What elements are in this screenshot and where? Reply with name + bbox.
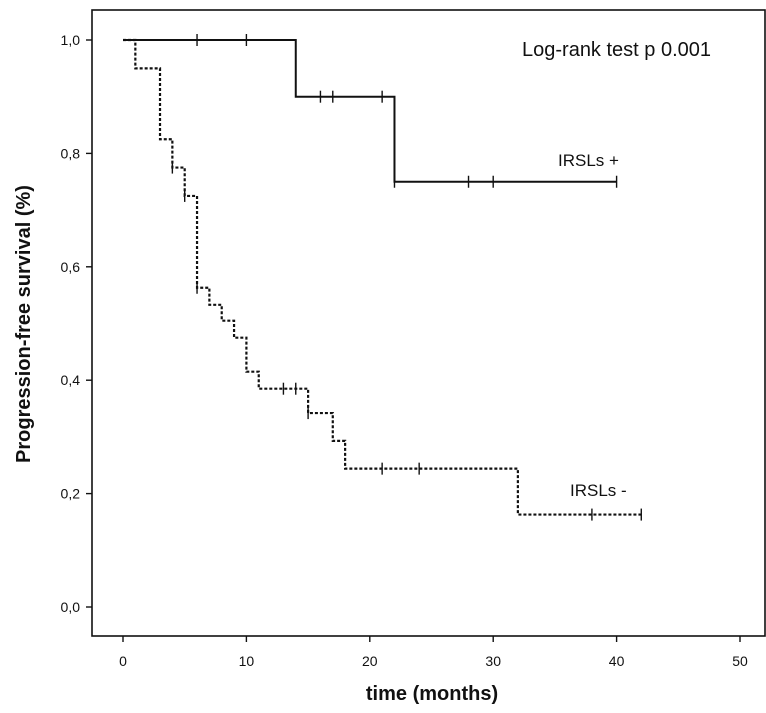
x-axis-title: time (months)	[366, 683, 498, 705]
series-label-irsls-minus: IRSLs -	[570, 481, 627, 500]
y-tick-label-4: 0,8	[61, 145, 81, 161]
series-line-irsls-minus	[123, 38, 642, 516]
plot-frame	[91, 9, 766, 637]
x-tick-label-20: 20	[362, 653, 378, 669]
y-axis-title: Progression-free survival (%)	[13, 185, 35, 463]
x-tick-label-10: 10	[239, 653, 255, 669]
y-tick-label-0: 0,0	[61, 599, 81, 615]
y-tick-label-3: 0,6	[61, 259, 81, 275]
y-tick-label-1: 0,2	[61, 486, 81, 502]
y-tick-label-5: 1,0	[61, 32, 81, 48]
series-line-irsls-plus	[123, 39, 617, 183]
x-tick-label-50: 50	[732, 653, 748, 669]
y-tick-label-2: 0,4	[61, 372, 81, 388]
series-label-irsls-plus: IRSLs +	[558, 151, 619, 170]
x-tick-label-40: 40	[609, 653, 625, 669]
plot-area: 0 10 20 30 40 50 0,0 0,2 0,4 0,6 0,8 1,0	[61, 9, 766, 669]
x-tick-label-0: 0	[119, 653, 127, 669]
x-tick-label-30: 30	[485, 653, 501, 669]
log-rank-annotation: Log-rank test p 0.001	[522, 39, 711, 61]
